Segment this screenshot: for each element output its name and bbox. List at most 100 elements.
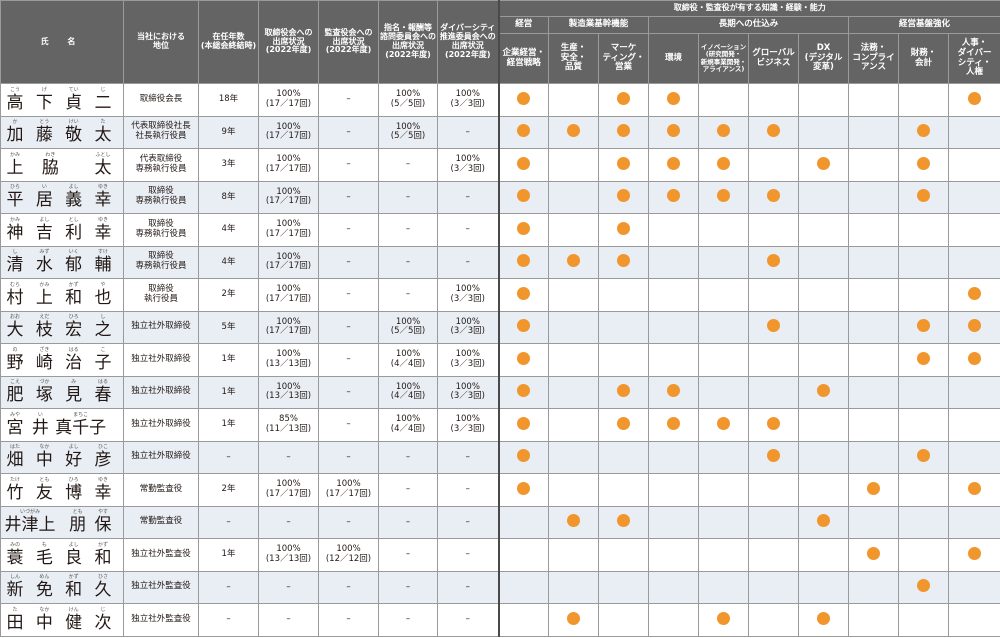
skill-cell bbox=[898, 278, 949, 312]
skill-cell bbox=[947, 245, 1000, 279]
skill-cell bbox=[748, 570, 799, 604]
skill-cell bbox=[848, 278, 899, 312]
name-kanji: 彦 bbox=[94, 450, 112, 471]
name-kanji: 上 bbox=[6, 157, 24, 178]
audit-attendance-cell: – bbox=[318, 603, 379, 637]
tenure-cell: – bbox=[198, 440, 259, 474]
name-reading: よし bbox=[39, 216, 50, 223]
name-reading: はる bbox=[68, 346, 79, 353]
name-reading: み bbox=[71, 379, 77, 386]
audit-attendance-cell: – bbox=[318, 343, 379, 377]
name-kanji: 水 bbox=[35, 255, 53, 276]
diversity-attendance-cell: – bbox=[437, 180, 499, 214]
skill-cell bbox=[698, 505, 749, 539]
person-name: か加 とう藤 けい敬 た太 bbox=[0, 115, 124, 149]
skill-cell bbox=[947, 83, 1000, 117]
skill-cell bbox=[798, 440, 849, 474]
skill-dot-icon bbox=[517, 156, 531, 170]
skill-header-6: DX (デジタル 変革) bbox=[798, 33, 849, 84]
skill-cell bbox=[548, 343, 599, 377]
skill-cell bbox=[748, 115, 799, 149]
name-kanji: 藤 bbox=[35, 125, 53, 146]
skill-dot-icon bbox=[617, 254, 630, 268]
name-kanji: 朋 bbox=[69, 515, 87, 536]
skill-cell bbox=[648, 440, 699, 474]
skill-header-0: 企業経営・ 経営戦略 bbox=[497, 33, 549, 84]
board-attendance-cell: – bbox=[258, 603, 319, 637]
skill-dot-icon bbox=[968, 91, 982, 105]
name-kanji: 博 bbox=[65, 482, 83, 503]
table-header: 氏 名 当社における 地位 在任年数 (本総会終結時) 取締役会への 出席状況 (202… bbox=[0, 0, 1000, 84]
skill-cell bbox=[548, 278, 599, 312]
person-name: みや宮 い井 まちこ 真千子 bbox=[0, 408, 124, 442]
name-kanji: 子 bbox=[94, 352, 112, 373]
table-row: し清みず水いく郁すけ輔取締役 専務執行役員 4年 100% (17／17回) – – – bbox=[0, 245, 1000, 279]
skill-cell bbox=[898, 408, 949, 442]
skill-cell bbox=[648, 603, 699, 637]
skill-cell bbox=[648, 115, 699, 149]
skill-dot-icon bbox=[767, 319, 780, 333]
name-kanji: 清 bbox=[6, 255, 24, 276]
skill-cell bbox=[748, 213, 799, 247]
skill-cell bbox=[598, 310, 649, 344]
skill-cell bbox=[497, 440, 549, 474]
diversity-attendance-cell: 100% (3／3回) bbox=[437, 83, 499, 117]
name-kanji: 田 bbox=[6, 612, 24, 633]
nomination-attendance-cell: 100% (5／5回) bbox=[378, 83, 438, 117]
person-name: むら村 かみ上 かず和 や也 bbox=[0, 278, 124, 312]
skill-dot-icon bbox=[817, 611, 830, 625]
skill-cell bbox=[947, 440, 1000, 474]
audit-attendance-cell: – bbox=[318, 505, 379, 539]
table-row: おお大 えだ枝 ひろ宏 し之独立社外取締役 5年 100% (17／17回) –100% (5／… bbox=[0, 310, 1000, 344]
name-kanji: 敬 bbox=[65, 125, 83, 146]
person-name: の野 ざき崎 はる治 こ子 bbox=[0, 343, 124, 377]
name-reading: ひこ bbox=[97, 444, 108, 451]
position-cell: 独立社外監査役 bbox=[123, 538, 199, 572]
name-kanji: 竹 bbox=[6, 482, 24, 503]
tenure-cell: 2年 bbox=[198, 278, 259, 312]
skill-dot-icon bbox=[667, 416, 680, 430]
name-reading: まちこ bbox=[73, 411, 89, 418]
skill-cell bbox=[548, 83, 599, 117]
board-attendance-header: 取締役会への 出席状況 (2022年度) bbox=[258, 0, 319, 84]
board-attendance-cell: – bbox=[258, 570, 319, 604]
skill-cell bbox=[848, 343, 899, 377]
name-kanji: 郁 bbox=[65, 255, 83, 276]
skill-cell bbox=[798, 83, 849, 117]
skill-cell bbox=[798, 213, 849, 247]
skill-cell bbox=[648, 245, 699, 279]
name-reading: かみ bbox=[9, 216, 20, 223]
skill-cell bbox=[798, 278, 849, 312]
name-kanji: 井津上 bbox=[4, 515, 56, 536]
board-attendance-cell: 100% (17／17回) bbox=[258, 180, 319, 214]
person-name: し清 みず水 いく郁 すけ輔 bbox=[0, 245, 124, 279]
person-name: たけ竹 とも友 ひろ博 ゆき幸 bbox=[0, 473, 124, 507]
table-row: こえ肥 づか塚 み見 はる春独立社外取締役 1年 100% (13／13回) –100% (4／… bbox=[0, 375, 1000, 409]
table-row: ひら平い居よし義ゆき幸取締役 専務執行役員 8年 100% (17／17回) – – – bbox=[0, 180, 1000, 214]
nomination-attendance-cell: – bbox=[378, 603, 438, 637]
skill-dot-icon bbox=[968, 286, 982, 300]
audit-attendance-cell: – bbox=[318, 83, 379, 117]
name-reading: わき bbox=[45, 151, 56, 158]
tenure-cell: 3年 bbox=[198, 148, 259, 182]
person-name: はた畑 なか中 よし好 ひこ彦 bbox=[0, 440, 124, 474]
table-row: みや宮 い井 まちこ 真千子 独立社外取締役 1年 85% (11／13回) –100% (4／4… bbox=[0, 408, 1000, 442]
audit-attendance-cell: – bbox=[318, 570, 379, 604]
name-reading: よし bbox=[68, 184, 79, 191]
name-reading: ひろ bbox=[68, 314, 79, 321]
skill-cell bbox=[698, 440, 749, 474]
name-reading: かみ bbox=[9, 151, 20, 158]
skill-cell bbox=[598, 505, 649, 539]
table-row: かみ神よし吉とし利ゆき幸取締役 専務執行役員 4年 100% (17／17回) – – – bbox=[0, 213, 1000, 247]
skill-cell bbox=[798, 570, 849, 604]
name-kanji: 畑 bbox=[6, 450, 24, 471]
skill-cell bbox=[497, 83, 549, 117]
board-attendance-cell: 100% (13／13回) bbox=[258, 375, 319, 409]
skill-dot-icon bbox=[517, 449, 531, 463]
diversity-attendance-cell: 100% (3／3回) bbox=[437, 310, 499, 344]
skill-cell bbox=[548, 148, 599, 182]
position-cell: 常勤監査役 bbox=[123, 505, 199, 539]
name-reading: かみ bbox=[39, 281, 50, 288]
nomination-attendance-cell: 100% (5／5回) bbox=[378, 310, 438, 344]
name-kanji: 健 bbox=[65, 612, 83, 633]
